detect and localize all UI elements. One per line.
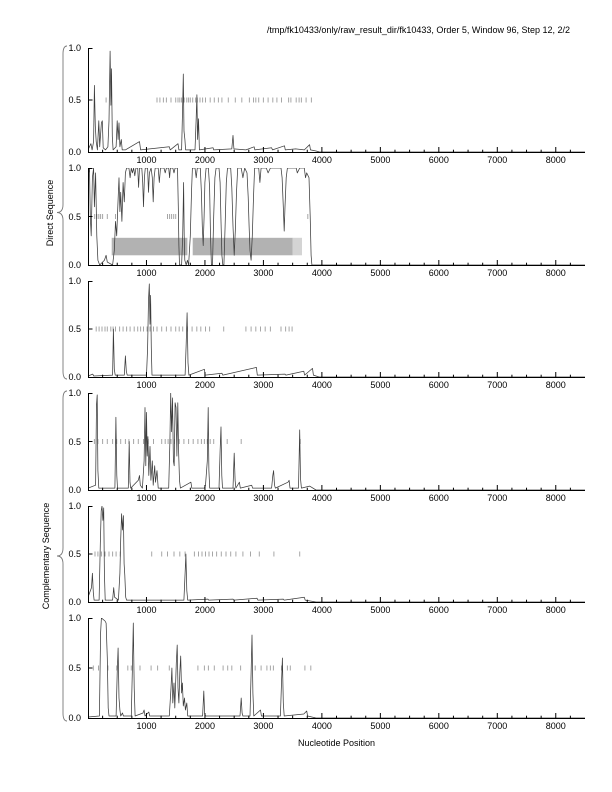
probability-curve [88, 50, 585, 153]
x-tick-label: 2000 [194, 268, 215, 278]
x-tick-label: 6000 [428, 268, 449, 278]
x-tick-label: 2000 [194, 155, 215, 165]
x-tick-label: 8000 [545, 721, 566, 731]
plot-direct-2 [88, 168, 585, 266]
x-tick-label: 3000 [253, 268, 274, 278]
axes-lines [88, 506, 585, 603]
x-tick-label: 1000 [136, 605, 157, 615]
x-tick-label: 4000 [311, 605, 332, 615]
x-axis-title: Nucleotide Position [297, 738, 376, 748]
panel-direct-3 [88, 281, 587, 378]
y-tick-label: 0.0 [68, 372, 81, 382]
x-tick-label: 6000 [428, 493, 449, 503]
y-tick-label: 1.0 [68, 43, 81, 53]
x-tick-label: 3000 [253, 493, 274, 503]
x-tick-label: 2000 [194, 605, 215, 615]
direct-sequence-label: Direct Sequence [45, 179, 55, 246]
x-tick-label: 2000 [194, 493, 215, 503]
y-tick-label: 0.5 [68, 324, 81, 334]
x-tick-label: 4000 [311, 155, 332, 165]
x-tick-label: 6000 [428, 380, 449, 390]
x-tick-label: 5000 [370, 605, 391, 615]
x-tick-label: 6000 [428, 721, 449, 731]
x-tick-label: 1000 [136, 380, 157, 390]
axes-lines [88, 618, 585, 719]
x-tick-label: 7000 [487, 721, 508, 731]
y-tick-label: 1.0 [68, 276, 81, 286]
y-tick-label: 0.5 [68, 436, 81, 447]
y-tick-label: 0.5 [68, 95, 81, 105]
panel-direct-2 [88, 168, 587, 266]
y-tick-label: 0.0 [68, 485, 81, 495]
x-tick-label: 8000 [545, 605, 566, 615]
probability-curve [88, 618, 585, 719]
panel-complementary-3 [88, 618, 587, 719]
x-tick-label: 5000 [370, 268, 391, 278]
x-tick-label: 5000 [370, 155, 391, 165]
panel-complementary-2 [88, 506, 587, 603]
axes-lines [88, 393, 585, 491]
x-tick-label: 1000 [136, 721, 157, 731]
gene-bar [111, 237, 188, 256]
probability-curve [88, 283, 585, 378]
page-title: /tmp/fk10433/only/raw_result_dir/fk10433… [266, 25, 570, 35]
x-tick-label: 2000 [194, 721, 215, 731]
x-tick-label: 3000 [253, 380, 274, 390]
probability-curve [88, 393, 585, 491]
x-tick-label: 3000 [253, 605, 274, 615]
y-tick-label: 0.0 [68, 260, 81, 270]
x-tick-label: 3000 [253, 155, 274, 165]
x-tick-label: 7000 [487, 268, 508, 278]
x-tick-label: 6000 [428, 155, 449, 165]
y-tick-label: 0.0 [68, 597, 81, 607]
complementary-sequence-label: Complementary Sequence [41, 502, 51, 610]
probability-curve [88, 506, 585, 603]
x-tick-label: 4000 [311, 721, 332, 731]
axes-lines [88, 281, 585, 378]
x-tick-label: 2000 [194, 380, 215, 390]
x-tick-label: 5000 [370, 493, 391, 503]
x-tick-label: 1000 [136, 155, 157, 165]
x-tick-label: 7000 [487, 380, 508, 390]
x-tick-label: 5000 [370, 380, 391, 390]
x-tick-label: 7000 [487, 155, 508, 165]
plot-direct-3 [88, 281, 585, 378]
x-tick-label: 1000 [136, 268, 157, 278]
plot-complementary-3 [88, 618, 585, 719]
panel-complementary-1 [88, 393, 587, 491]
x-tick-label: 3000 [253, 721, 274, 731]
x-tick-label: 7000 [487, 493, 508, 503]
y-tick-label: 1.0 [68, 613, 81, 623]
y-tick-label: 1.0 [68, 163, 81, 173]
x-tick-label: 4000 [311, 493, 332, 503]
y-tick-label: 0.5 [68, 549, 81, 559]
x-tick-label: 4000 [311, 268, 332, 278]
panel-direct-1 [88, 48, 587, 153]
x-tick-label: 6000 [428, 605, 449, 615]
x-tick-label: 5000 [370, 721, 391, 731]
gene-bar [192, 237, 293, 256]
x-tick-label: 8000 [545, 380, 566, 390]
gene-bar [292, 237, 302, 256]
plot-direct-1 [88, 48, 585, 153]
y-tick-label: 0.0 [68, 147, 81, 157]
x-tick-label: 8000 [545, 493, 566, 503]
x-tick-label: 4000 [311, 380, 332, 390]
x-tick-label: 8000 [545, 155, 566, 165]
y-tick-label: 1.0 [68, 501, 81, 511]
x-tick-label: 7000 [487, 605, 508, 615]
y-tick-label: 0.0 [68, 713, 81, 723]
y-tick-label: 1.0 [68, 388, 81, 398]
y-tick-label: 0.5 [68, 663, 81, 673]
x-tick-label: 8000 [545, 268, 566, 278]
y-tick-label: 0.5 [68, 211, 81, 222]
plot-complementary-1 [88, 393, 585, 491]
x-tick-label: 1000 [136, 493, 157, 503]
plot-complementary-2 [88, 506, 585, 603]
